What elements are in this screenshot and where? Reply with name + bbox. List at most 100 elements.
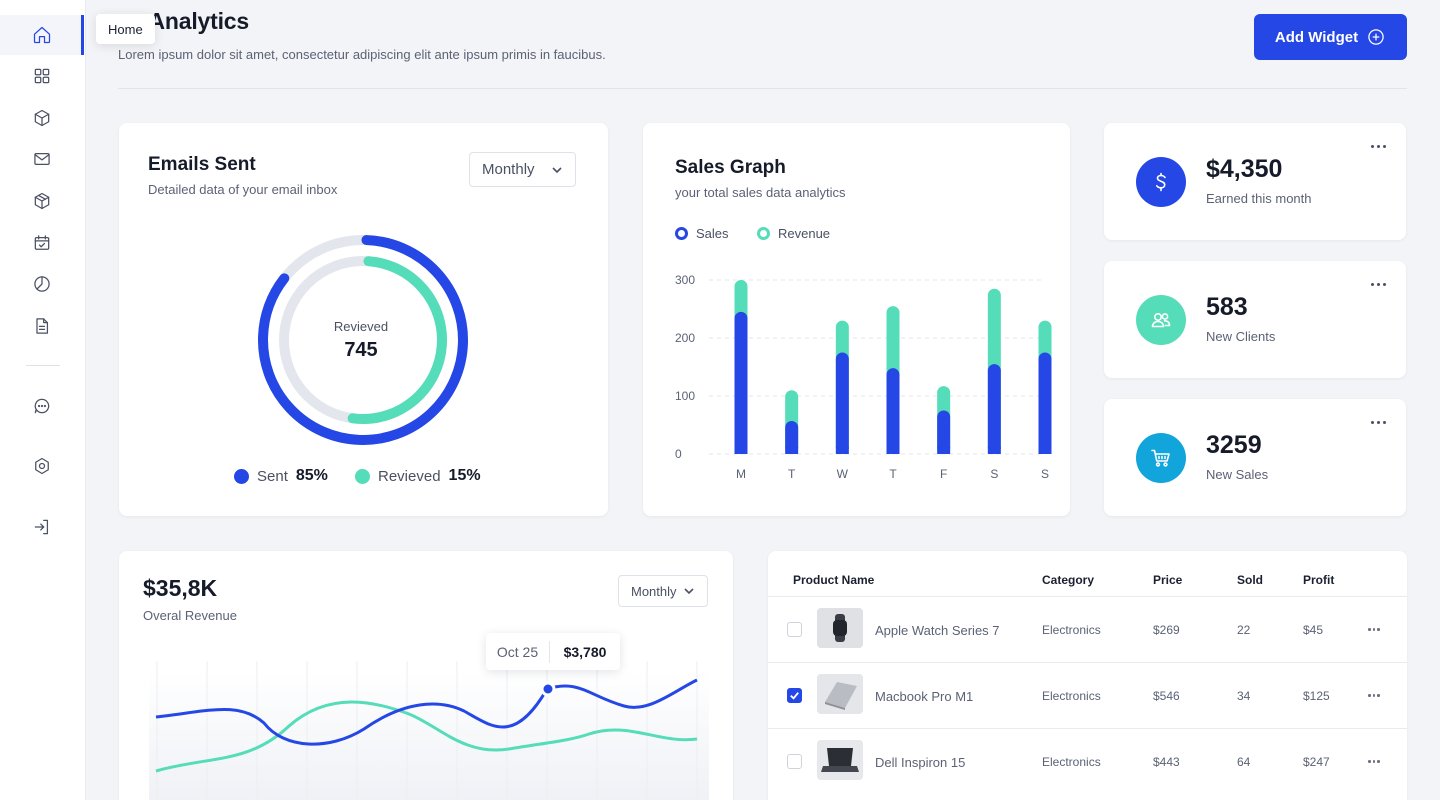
revieved-dot [355,468,370,484]
nav-reports[interactable] [0,264,84,304]
bar-base [734,447,748,454]
table-row[interactable]: Macbook Pro M1 Electronics $546 34 $125 [768,662,1407,728]
page-subtitle: Lorem ipsum dolor sit amet, consectetur … [118,47,606,62]
stat-label-earned: Earned this month [1206,191,1312,206]
bar-base [1038,447,1052,454]
row-more-icon[interactable] [1368,694,1380,697]
stat-icon-sales [1136,433,1186,483]
add-widget-label: Add Widget [1274,28,1359,46]
sales-graph-title: Sales Graph [675,157,786,178]
col-price: Price [1153,573,1183,587]
y-tick-label: 300 [675,273,695,287]
chart-shade [149,671,709,800]
product-profit: $45 [1303,623,1324,637]
more-icon[interactable] [1368,279,1388,289]
sales-ring [675,227,688,240]
bar-sales[interactable] [987,364,1001,454]
nav-settings[interactable] [0,446,84,486]
revenue-line-primary [155,678,698,746]
dollar-icon [1156,172,1166,192]
document-icon [36,318,49,334]
row-more-icon[interactable] [1368,760,1380,763]
legend-sent-value: 85% [295,467,328,484]
product-sold: 64 [1237,755,1251,769]
product-category: Electronics [1042,623,1101,637]
nav-calendar[interactable] [0,223,84,263]
x-tick-label: F [940,467,947,481]
sidebar-divider [26,365,60,366]
nav-logout[interactable] [0,507,84,547]
chevron-down-icon [684,588,694,595]
row-checkbox[interactable] [787,622,802,637]
add-widget-button[interactable]: Add Widget [1254,14,1407,60]
stat-card-earned: $4,350 Earned this month [1104,123,1406,240]
row-checkbox[interactable] [787,688,802,703]
product-sold: 22 [1237,623,1251,637]
stat-label-sales: New Sales [1206,467,1269,482]
pie-chart-icon [34,276,50,292]
tooltip-date: Oct 25 [486,640,550,663]
y-tick-label: 0 [675,447,682,461]
calendar-check-icon [34,235,50,250]
chart-marker[interactable] [540,681,556,697]
product-price: $546 [1153,689,1180,703]
bar-sales[interactable] [937,410,951,455]
revenue-label: Overal Revenue [143,608,237,623]
emails-period-value: Monthly [482,161,535,178]
bar-sales[interactable] [886,368,900,454]
more-icon[interactable] [1368,141,1388,151]
bar-sales[interactable] [785,420,799,454]
sales-bar-chart: 300 200 100 0 M T W T F S S [675,273,1052,481]
product-profit: $125 [1303,689,1330,703]
product-price: $269 [1153,623,1180,637]
nav-packages[interactable] [0,181,84,221]
nav-messages[interactable] [0,386,84,426]
bar-base [785,447,799,454]
nav-documents[interactable] [0,306,84,346]
revenue-line-secondary [155,700,698,773]
product-thumbnail [817,608,863,648]
chevron-down-icon [552,166,562,173]
row-more-icon[interactable] [1368,628,1380,631]
revenue-period-dropdown[interactable]: Monthly [618,575,708,607]
nav-products[interactable] [0,98,84,138]
revenue-line-chart [149,661,709,800]
x-tick-label: S [990,467,998,481]
bar-sales[interactable] [1038,352,1052,455]
nav-home[interactable] [0,15,84,55]
col-product-name: Product Name [793,573,875,587]
stat-card-sales: 3259 New Sales [1104,399,1406,516]
legend-revenue-label: Revenue [778,226,831,241]
sidebar [0,0,86,800]
nav-dashboard[interactable] [0,56,84,96]
col-sold: Sold [1237,573,1263,587]
nav-mail[interactable] [0,139,84,179]
bar-base [937,447,951,454]
product-name: Dell Inspiron 15 [875,755,966,770]
product-sold: 34 [1237,689,1251,703]
table-row[interactable]: Apple Watch Series 7 Electronics $269 22… [768,596,1407,662]
row-checkbox[interactable] [787,754,802,769]
stat-icon-earned [1136,157,1186,207]
x-tick-label: S [1041,467,1049,481]
stat-card-clients: 583 New Clients [1104,261,1406,378]
logout-icon [34,519,49,535]
stat-value-earned: $4,350 [1206,155,1283,183]
bar-base [987,447,1001,454]
emails-period-dropdown[interactable]: Monthly [469,152,576,187]
sales-graph-subtitle: your total sales data analytics [675,185,846,200]
product-price: $443 [1153,755,1180,769]
more-icon[interactable] [1368,417,1388,427]
bar-sales[interactable] [835,352,849,455]
x-tick-label: T [788,467,796,481]
revenue-card: $35,8K Overal Revenue Monthly [119,551,733,800]
legend-revieved-value: 15% [448,467,481,484]
bar-sales[interactable] [734,311,748,454]
cart-icon [1151,449,1170,467]
revieved-arc [279,256,447,424]
table-row[interactable]: Dell Inspiron 15 Electronics $443 64 $24… [768,728,1407,794]
product-name: Macbook Pro M1 [875,689,974,704]
stat-icon-clients [1136,295,1186,345]
x-tick-label: W [837,467,849,481]
col-category: Category [1042,573,1095,587]
